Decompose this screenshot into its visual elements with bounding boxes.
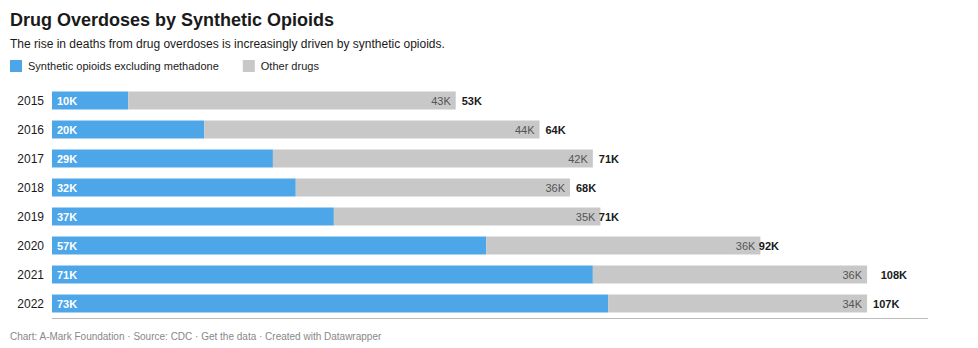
data-label: 35K xyxy=(576,211,596,223)
y-tick-label: 2018 xyxy=(17,181,44,195)
total-label: 108K xyxy=(881,269,907,281)
data-label: 44K xyxy=(515,124,535,136)
bar-segment xyxy=(52,266,593,284)
bar-segment xyxy=(128,92,456,110)
data-label: 10K xyxy=(57,95,77,107)
y-tick-label: 2021 xyxy=(17,268,44,282)
data-label: 71K xyxy=(57,269,77,281)
bar-segment xyxy=(52,92,128,110)
bar-segment xyxy=(273,150,593,168)
x-axis-line xyxy=(52,318,928,319)
subtitle: The rise in deaths from drug overdoses i… xyxy=(10,37,445,51)
bar-segment xyxy=(52,150,273,168)
y-tick-label: 2022 xyxy=(17,297,44,311)
bar-segment xyxy=(52,121,204,139)
chart-container: Drug Overdoses by Synthetic Opioids The r… xyxy=(0,0,978,348)
bar-segment xyxy=(52,237,486,255)
data-label: 29K xyxy=(57,153,77,165)
legend-swatch xyxy=(10,60,22,72)
data-label: 42K xyxy=(568,153,588,165)
total-label: 107K xyxy=(873,298,899,310)
bar-segment xyxy=(608,295,867,313)
y-tick-label: 2020 xyxy=(17,239,44,253)
legend-label: Synthetic opioids excluding methadone xyxy=(28,60,219,72)
data-label: 57K xyxy=(57,240,77,252)
y-tick-label: 2019 xyxy=(17,210,44,224)
total-label: 71K xyxy=(599,153,619,165)
total-label: 68K xyxy=(576,182,596,194)
data-label: 32K xyxy=(57,182,77,194)
data-label: 73K xyxy=(57,298,77,310)
total-label: 53K xyxy=(462,95,482,107)
data-label: 36K xyxy=(736,240,756,252)
y-tick-label: 2016 xyxy=(17,123,44,137)
data-label: 37K xyxy=(57,211,77,223)
page: {"chart_data": {"type": "bar", "orientat… xyxy=(0,0,978,348)
total-label: 64K xyxy=(546,124,566,136)
bar-segment xyxy=(52,295,608,313)
legend-label: Other drugs xyxy=(261,60,320,72)
bar-segment xyxy=(486,237,760,255)
chart-svg: Drug Overdoses by Synthetic Opioids The r… xyxy=(0,0,978,348)
y-tick-label: 2015 xyxy=(17,94,44,108)
data-label: 36K xyxy=(545,182,565,194)
bar-segment xyxy=(204,121,539,139)
data-label: 36K xyxy=(842,269,862,281)
bar-segment xyxy=(593,266,867,284)
title: Drug Overdoses by Synthetic Opioids xyxy=(10,10,334,30)
total-label: 92K xyxy=(759,240,779,252)
total-label: 71K xyxy=(599,211,619,223)
bar-segment xyxy=(296,179,570,197)
y-tick-label: 2017 xyxy=(17,152,44,166)
data-label: 34K xyxy=(842,298,862,310)
bar-segment xyxy=(52,179,296,197)
bar-segment xyxy=(52,208,334,226)
data-label: 43K xyxy=(431,95,451,107)
data-labels: 10K 20K 29K 32K 37K 57K 71K 73K 43K 44K 42K 36K 35K 3… xyxy=(57,95,907,310)
legend-swatch xyxy=(243,60,255,72)
legend: Synthetic opioids excluding methadone Oth… xyxy=(10,60,319,72)
bar-segment xyxy=(334,208,601,226)
bars xyxy=(52,92,867,313)
data-label: 20K xyxy=(57,124,77,136)
footnote: Chart: A-Mark Foundation · Source: CDC ·… xyxy=(10,331,382,342)
